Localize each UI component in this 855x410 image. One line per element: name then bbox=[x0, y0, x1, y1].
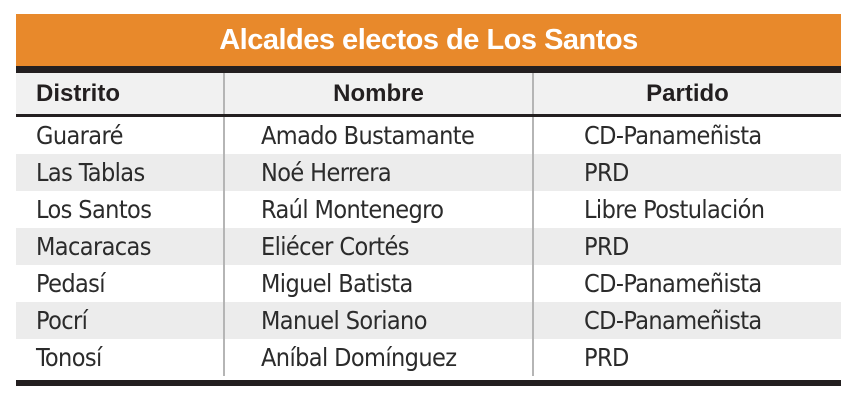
title-banner: Alcaldes electos de Los Santos bbox=[16, 14, 841, 66]
table-row: Los Santos Raúl Montenegro Libre Postula… bbox=[16, 191, 841, 228]
results-table-card: Alcaldes electos de Los Santos Distrito … bbox=[16, 14, 841, 386]
cell-nombre: Manuel Soriano bbox=[223, 302, 533, 339]
cell-distrito: Las Tablas bbox=[16, 154, 224, 191]
cell-distrito: Tonosí bbox=[36, 343, 102, 372]
cell-partido: CD-Panameñista bbox=[532, 115, 841, 154]
header-distrito: Distrito bbox=[16, 73, 224, 117]
table-row: Guararé Amado Bustamante CD-Panameñista bbox=[16, 115, 841, 154]
cell-partido: CD-Panameñista bbox=[532, 265, 841, 302]
cell-partido: PRD bbox=[532, 339, 841, 376]
header-partido: Partido bbox=[532, 73, 841, 117]
mayors-table: Distrito Nombre Partido Guararé Amado Bu… bbox=[16, 73, 841, 376]
cell-distrito: Los Santos bbox=[36, 195, 152, 224]
cell-nombre: Amado Bustamante bbox=[223, 115, 533, 154]
table-row: Macaracas Eliécer Cortés PRD bbox=[16, 228, 841, 265]
cell-nombre: Aníbal Domínguez bbox=[223, 339, 533, 376]
header-row: Distrito Nombre Partido bbox=[16, 73, 841, 117]
cell-nombre: Noé Herrera bbox=[223, 154, 533, 191]
table-row: Las Tablas Noé Herrera PRD bbox=[16, 154, 841, 191]
cell-distrito: Guararé bbox=[36, 121, 123, 150]
bottom-rule bbox=[16, 380, 841, 386]
cell-distrito: Pocrí bbox=[16, 302, 224, 339]
cell-nombre: Raúl Montenegro bbox=[223, 191, 533, 228]
header-nombre: Nombre bbox=[223, 73, 533, 117]
table-row: Pocrí Manuel Soriano CD-Panameñista bbox=[16, 302, 841, 339]
cell-partido: PRD bbox=[532, 154, 841, 191]
table-row: Pedasí Miguel Batista CD-Panameñista bbox=[16, 265, 841, 302]
cell-distrito: Pedasí bbox=[36, 269, 106, 298]
table-row: Tonosí Aníbal Domínguez PRD bbox=[16, 339, 841, 376]
cell-partido: Libre Postulación bbox=[532, 191, 841, 228]
cell-nombre: Eliécer Cortés bbox=[223, 228, 533, 265]
title-rule bbox=[16, 66, 841, 73]
cell-partido: CD-Panameñista bbox=[532, 302, 841, 339]
cell-nombre: Miguel Batista bbox=[223, 265, 533, 302]
table-title: Alcaldes electos de Los Santos bbox=[219, 23, 638, 56]
cell-partido: PRD bbox=[532, 228, 841, 265]
cell-distrito: Macaracas bbox=[16, 228, 224, 265]
